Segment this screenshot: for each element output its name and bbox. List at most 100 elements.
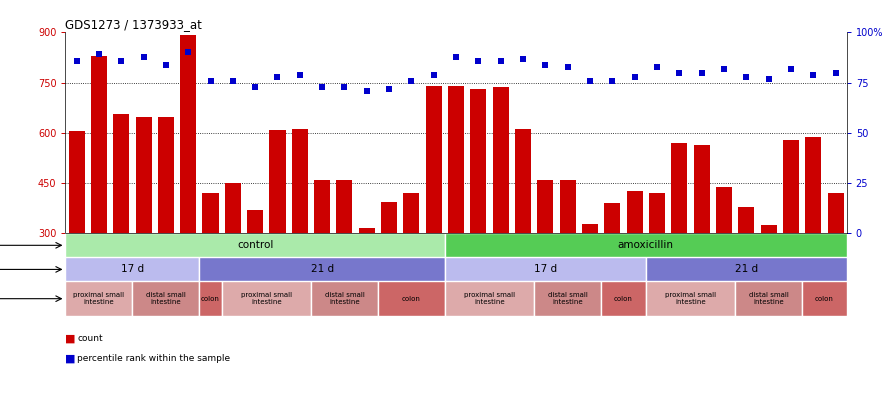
Bar	[65, 281, 133, 316]
Bar	[68, 131, 84, 233]
Text: control: control	[237, 240, 273, 250]
Bar	[202, 193, 219, 233]
Text: distal small
intestine: distal small intestine	[324, 292, 365, 305]
Bar	[135, 117, 151, 233]
Bar	[806, 137, 822, 233]
Point	[605, 77, 619, 84]
Text: proximal small
intestine: proximal small intestine	[73, 292, 125, 305]
Point	[426, 71, 441, 78]
Bar	[694, 145, 710, 233]
Point	[762, 75, 776, 82]
Bar	[65, 233, 445, 257]
Bar	[448, 86, 464, 233]
Bar	[626, 192, 642, 233]
Point	[784, 65, 798, 72]
Bar	[336, 180, 352, 233]
Point	[248, 83, 263, 90]
Text: distal small
intestine: distal small intestine	[749, 292, 788, 305]
Point	[159, 61, 173, 68]
Point	[829, 69, 843, 76]
Bar	[649, 193, 665, 233]
Bar	[735, 281, 802, 316]
Text: amoxicillin: amoxicillin	[618, 240, 674, 250]
Bar	[646, 281, 735, 316]
Text: ■: ■	[65, 354, 76, 363]
Bar	[716, 187, 732, 233]
Point	[582, 77, 597, 84]
Bar	[378, 281, 445, 316]
Bar	[560, 180, 576, 233]
Point	[449, 53, 463, 60]
Bar	[445, 233, 847, 257]
Bar	[270, 130, 286, 233]
Text: distal small
intestine: distal small intestine	[547, 292, 588, 305]
Point	[337, 83, 351, 90]
Bar	[113, 115, 129, 233]
Point	[650, 63, 664, 70]
Text: 21 d: 21 d	[311, 264, 333, 275]
Text: count: count	[77, 334, 103, 343]
Point	[516, 55, 530, 62]
Bar	[381, 202, 397, 233]
Text: 17 d: 17 d	[534, 264, 557, 275]
Bar	[738, 207, 754, 233]
Bar	[158, 117, 174, 233]
Bar	[221, 281, 311, 316]
Bar	[604, 203, 620, 233]
Bar	[180, 35, 196, 233]
Point	[181, 49, 195, 56]
Point	[382, 85, 396, 92]
Bar	[445, 281, 534, 316]
Bar	[199, 257, 445, 281]
Text: percentile rank within the sample: percentile rank within the sample	[77, 354, 230, 363]
Bar	[534, 281, 601, 316]
Bar	[538, 180, 554, 233]
Bar	[247, 210, 263, 233]
Bar	[470, 90, 487, 233]
Point	[672, 69, 686, 76]
Bar	[65, 257, 199, 281]
Text: colon: colon	[815, 296, 834, 302]
Bar	[493, 87, 509, 233]
Point	[271, 73, 285, 80]
Point	[91, 51, 106, 58]
Point	[226, 77, 240, 84]
Text: colon: colon	[614, 296, 633, 302]
Text: proximal small
intestine: proximal small intestine	[464, 292, 515, 305]
Text: GDS1273 / 1373933_at: GDS1273 / 1373933_at	[65, 18, 202, 31]
Bar	[761, 225, 777, 233]
Bar	[671, 143, 687, 233]
Point	[739, 73, 754, 80]
Bar	[292, 129, 308, 233]
Point	[404, 77, 418, 84]
Point	[806, 71, 821, 78]
Bar	[515, 129, 531, 233]
Point	[471, 57, 486, 64]
Point	[561, 63, 575, 70]
Point	[717, 65, 731, 72]
Point	[627, 73, 642, 80]
Point	[538, 61, 553, 68]
Text: 17 d: 17 d	[121, 264, 144, 275]
Text: proximal small
intestine: proximal small intestine	[665, 292, 716, 305]
Point	[69, 57, 83, 64]
Text: proximal small
intestine: proximal small intestine	[241, 292, 292, 305]
Text: colon: colon	[402, 296, 421, 302]
Bar	[225, 183, 241, 233]
Point	[494, 57, 508, 64]
Point	[694, 69, 709, 76]
Bar	[90, 56, 107, 233]
Bar	[314, 180, 330, 233]
Text: colon: colon	[201, 296, 220, 302]
Bar	[426, 86, 442, 233]
Text: ■: ■	[65, 333, 76, 343]
Bar	[445, 257, 646, 281]
Point	[293, 71, 307, 78]
Bar	[311, 281, 378, 316]
Bar	[358, 228, 375, 233]
Bar	[133, 281, 199, 316]
Bar	[783, 140, 799, 233]
Bar	[828, 193, 844, 233]
Bar	[403, 193, 419, 233]
Bar	[601, 281, 646, 316]
